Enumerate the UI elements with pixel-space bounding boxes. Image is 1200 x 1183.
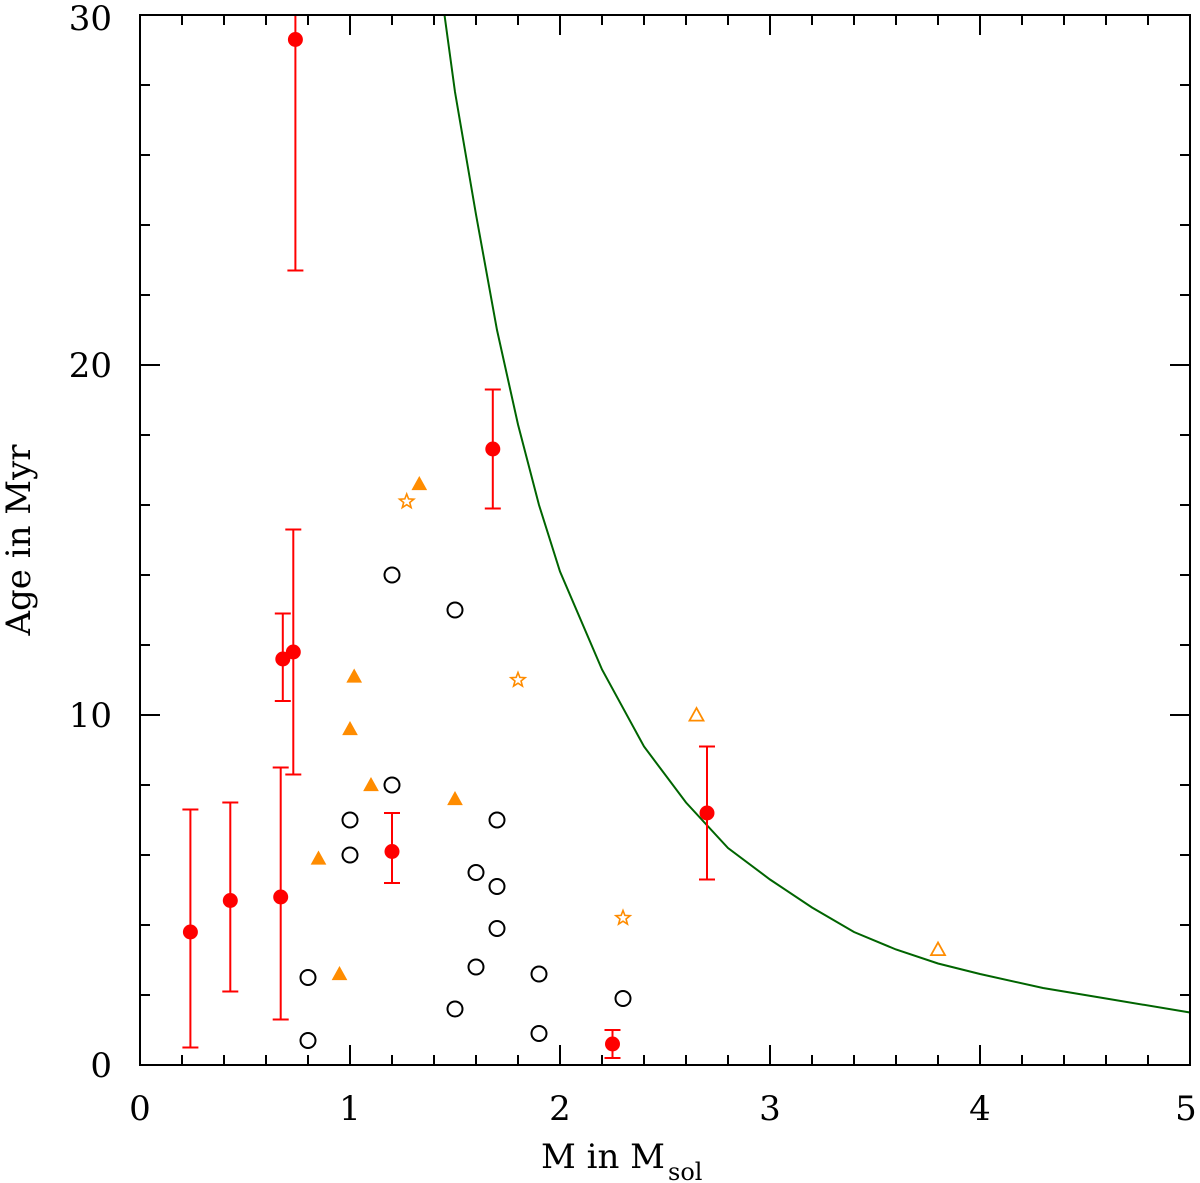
point-open-circle-13 <box>530 965 548 983</box>
open-circle-11 <box>488 878 506 895</box>
x-tick-label-0: 0 <box>129 1089 151 1129</box>
open-circle-0 <box>299 969 317 986</box>
open-star-1 <box>508 670 528 688</box>
filled-triangle-6 <box>447 790 463 806</box>
point-open-star-2 <box>613 908 633 926</box>
open-circle-6 <box>446 601 464 619</box>
point-filled-circle-5 <box>287 14 304 272</box>
red-circle-6 <box>384 844 400 859</box>
y-tick-label-30: 30 <box>69 0 112 39</box>
open-triangle-1 <box>929 940 947 956</box>
open-circle-10 <box>488 811 506 829</box>
red-circle-9 <box>699 805 715 821</box>
red-circle-0 <box>182 924 198 940</box>
tick-labels: 0 1 2 3 4 5 0 10 20 30 <box>69 0 1197 1129</box>
point-open-star-1 <box>508 670 528 688</box>
point-open-circle-15 <box>614 990 632 1007</box>
point-filled-circle-1 <box>222 801 239 993</box>
filled-triangle-4 <box>363 776 379 792</box>
open-circle-15 <box>614 990 632 1007</box>
point-filled-circle-2 <box>272 766 289 1021</box>
y-axis-title: Age in Myr <box>0 444 39 637</box>
red-circle-2 <box>273 889 289 905</box>
point-open-circle-2 <box>341 811 359 829</box>
open-circle-4 <box>383 566 401 584</box>
open-circle-13 <box>530 965 548 983</box>
x-tick-label-2: 2 <box>549 1089 571 1129</box>
open-circle-3 <box>341 846 359 864</box>
open-star-2 <box>613 908 633 926</box>
point-open-circle-0 <box>299 969 317 986</box>
point-filled-triangle-2 <box>342 720 358 736</box>
point-open-circle-8 <box>467 864 485 881</box>
red-circle-1 <box>222 893 238 908</box>
point-open-circle-11 <box>488 878 506 895</box>
open-circle-1 <box>299 1032 317 1049</box>
x-axis-title-subscript: sol <box>668 1158 702 1183</box>
x-tick-label-3: 3 <box>759 1089 781 1129</box>
point-open-triangle-0 <box>687 706 706 722</box>
filled-triangle-1 <box>331 965 348 981</box>
curve-layer <box>443 14 1191 1014</box>
point-filled-circle-7 <box>484 388 501 510</box>
point-filled-triangle-3 <box>346 668 363 683</box>
point-open-circle-6 <box>446 601 464 619</box>
x-tick-label-4: 4 <box>969 1089 991 1129</box>
point-open-circle-3 <box>341 846 359 864</box>
point-filled-circle-4 <box>285 528 302 776</box>
red-circle-8 <box>605 1036 620 1052</box>
open-circle-14 <box>530 1025 548 1042</box>
red-circle-4 <box>285 644 301 660</box>
point-open-circle-12 <box>488 920 506 937</box>
red-circle-5 <box>287 32 303 47</box>
open-circle-2 <box>341 811 359 829</box>
y-tick-label-10: 10 <box>69 696 112 736</box>
point-open-triangle-1 <box>929 940 947 956</box>
filled-triangle-0 <box>310 850 327 865</box>
point-open-star-0 <box>397 491 416 510</box>
ticks-layer <box>139 14 1191 1066</box>
open-circle-8 <box>467 864 485 881</box>
point-filled-triangle-6 <box>447 790 463 806</box>
point-filled-circle-6 <box>384 812 400 884</box>
point-filled-circle-9 <box>699 745 715 881</box>
open-circle-5 <box>383 776 401 794</box>
point-filled-triangle-0 <box>310 850 327 865</box>
point-filled-circle-8 <box>604 1029 621 1059</box>
point-filled-triangle-4 <box>363 776 379 792</box>
filled-triangle-5 <box>411 475 428 491</box>
point-filled-triangle-5 <box>411 475 428 491</box>
open-circle-12 <box>488 920 506 937</box>
filled-triangle-2 <box>342 720 358 736</box>
x-tick-label-5: 5 <box>1175 1089 1197 1129</box>
x-axis-title: M in M <box>541 1137 665 1177</box>
point-open-circle-1 <box>299 1032 317 1049</box>
point-open-circle-14 <box>530 1025 548 1042</box>
point-open-circle-7 <box>446 1000 464 1018</box>
open-triangle-0 <box>687 706 706 722</box>
point-open-circle-5 <box>383 776 401 794</box>
y-tick-label-20: 20 <box>69 346 112 386</box>
y-tick-label-0: 0 <box>90 1046 112 1086</box>
x-tick-label-1: 1 <box>339 1089 361 1129</box>
point-filled-triangle-1 <box>331 965 348 981</box>
open-circle-7 <box>446 1000 464 1018</box>
point-open-circle-10 <box>488 811 506 829</box>
marks-layer <box>182 14 947 1059</box>
red-circle-7 <box>485 441 501 457</box>
point-open-circle-4 <box>383 566 401 584</box>
filled-triangle-3 <box>346 668 363 683</box>
open-circle-9 <box>467 958 485 976</box>
open-star-0 <box>397 491 416 510</box>
green-curve <box>443 14 1191 1014</box>
point-filled-circle-0 <box>182 808 199 1049</box>
point-open-circle-9 <box>467 958 485 976</box>
plot-frame <box>139 14 1191 1066</box>
